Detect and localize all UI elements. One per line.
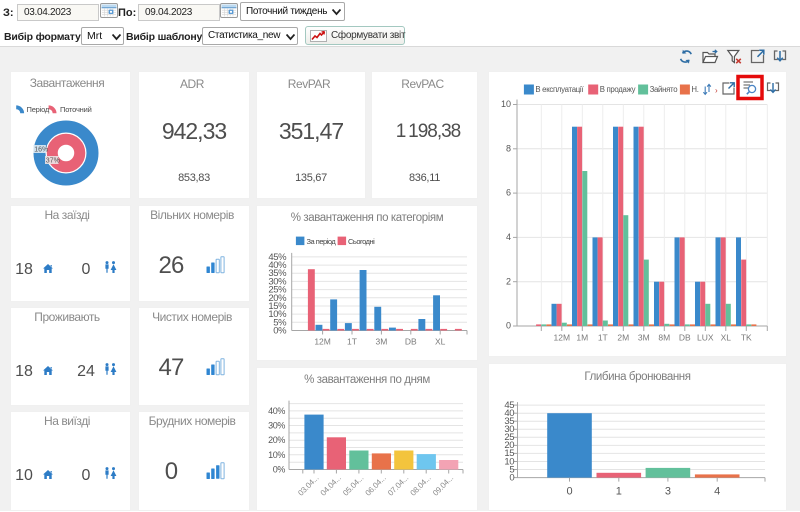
svg-text:Н.: Н. [691, 85, 698, 94]
svg-text:5%: 5% [273, 317, 287, 328]
svg-text:04.04...: 04.04... [319, 474, 343, 498]
svg-text:DB: DB [679, 333, 691, 343]
svg-text:40%: 40% [268, 406, 285, 416]
svg-text:12M: 12M [554, 333, 571, 343]
svg-text:2: 2 [506, 276, 511, 286]
svg-text:09.04...: 09.04... [431, 474, 455, 498]
svg-text:45: 45 [504, 400, 514, 411]
svg-text:25: 25 [504, 432, 514, 443]
svg-text:4: 4 [506, 232, 511, 242]
svg-text:07.04...: 07.04... [386, 474, 410, 498]
svg-text:3: 3 [665, 486, 671, 498]
svg-text:15: 15 [504, 448, 514, 459]
svg-text:10: 10 [504, 456, 514, 467]
svg-text:35%: 35% [268, 268, 287, 279]
svg-text:1: 1 [616, 486, 622, 498]
svg-text:4: 4 [714, 486, 720, 498]
svg-text:В експлуатації: В експлуатації [535, 85, 584, 94]
svg-text:Поточний: Поточний [60, 105, 92, 114]
svg-text:В продажу: В продажу [600, 85, 636, 94]
svg-text:0: 0 [509, 472, 514, 483]
svg-text:06.04...: 06.04... [364, 474, 388, 498]
svg-text:12M: 12M [314, 337, 331, 347]
svg-text:20: 20 [504, 440, 514, 451]
svg-text:0%: 0% [273, 326, 287, 337]
svg-text:1M: 1M [576, 333, 588, 343]
svg-text:2M: 2M [617, 333, 629, 343]
svg-text:TK: TK [741, 333, 752, 343]
svg-text:08.04...: 08.04... [409, 474, 433, 498]
svg-text:DB: DB [405, 337, 417, 347]
svg-text:10%: 10% [268, 450, 285, 460]
svg-text:10%: 10% [268, 309, 287, 320]
svg-text:XL: XL [435, 337, 446, 347]
svg-text:Сьогодні: Сьогодні [348, 237, 375, 246]
svg-text:10: 10 [501, 99, 511, 109]
svg-text:30%: 30% [268, 421, 285, 431]
svg-text:Зайнято: Зайнято [650, 85, 679, 94]
svg-text:20%: 20% [268, 293, 287, 304]
svg-text:40%: 40% [268, 260, 287, 271]
svg-text:За період: За період [307, 237, 337, 246]
svg-text:0: 0 [506, 321, 511, 331]
svg-text:5: 5 [509, 464, 514, 475]
svg-text:16%: 16% [34, 146, 48, 153]
svg-text:›: › [715, 86, 718, 95]
svg-text:15%: 15% [268, 301, 287, 312]
svg-text:8M: 8M [658, 333, 670, 343]
svg-text:1T: 1T [598, 333, 608, 343]
svg-text:37%: 37% [46, 157, 60, 164]
svg-text:20%: 20% [268, 435, 285, 445]
svg-text:LUX: LUX [697, 333, 714, 343]
svg-text:30: 30 [504, 424, 514, 435]
svg-text:35: 35 [504, 416, 514, 427]
svg-text:03.04...: 03.04... [296, 474, 320, 498]
svg-text:3M: 3M [375, 337, 387, 347]
svg-text:0: 0 [566, 486, 572, 498]
svg-text:40: 40 [504, 408, 514, 419]
svg-text:XL: XL [721, 333, 732, 343]
svg-text:05.04...: 05.04... [341, 474, 365, 498]
svg-text:6: 6 [506, 188, 511, 198]
svg-text:30%: 30% [268, 276, 287, 287]
svg-text:Період: Період [27, 105, 50, 114]
svg-text:25%: 25% [268, 285, 287, 296]
svg-text:45%: 45% [268, 252, 287, 263]
svg-text:0%: 0% [273, 465, 286, 475]
svg-text:8: 8 [506, 143, 511, 153]
svg-text:3M: 3M [638, 333, 650, 343]
svg-text:1T: 1T [347, 337, 357, 347]
